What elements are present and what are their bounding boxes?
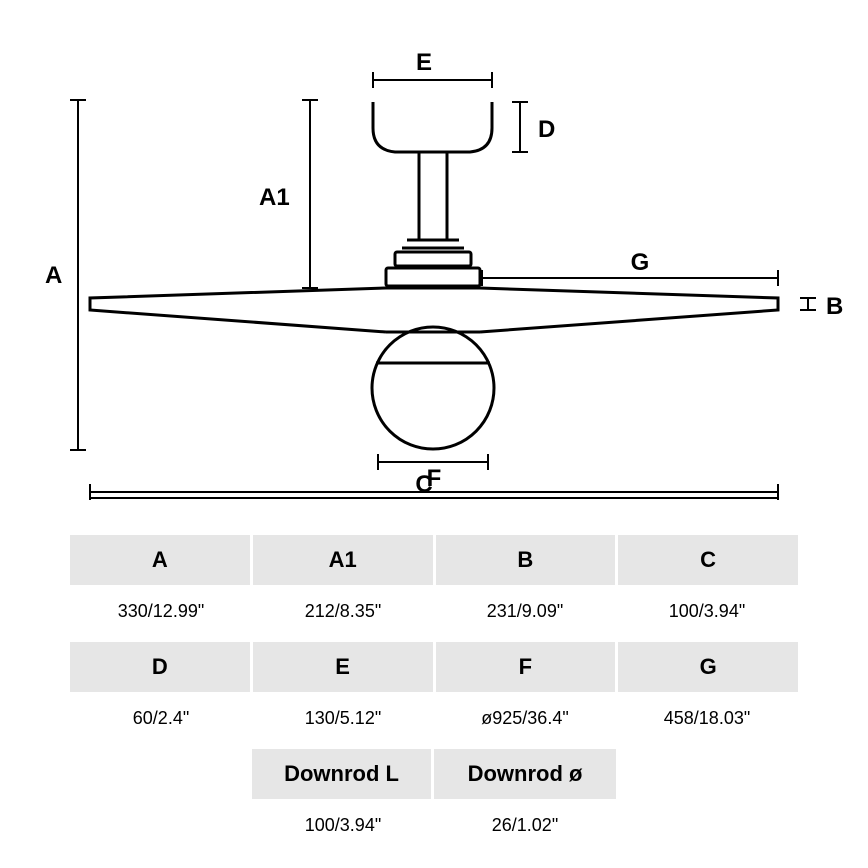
spec-value: 26/1.02": [434, 799, 616, 856]
table-row: D E F G: [70, 642, 798, 692]
spec-value: ø925/36.4": [434, 692, 616, 749]
spec-header: Downrod ø: [434, 749, 616, 799]
table-row: 60/2.4" 130/5.12" ø925/36.4" 458/18.03": [70, 692, 798, 749]
dim-label-g: G: [631, 249, 650, 276]
table-row: A A1 B C: [70, 535, 798, 585]
spec-header: B: [436, 535, 619, 585]
dim-label-f: F: [427, 465, 442, 492]
table-row: 100/3.94" 26/1.02": [70, 799, 798, 856]
spec-value: 60/2.4": [70, 692, 252, 749]
spec-header: G: [618, 642, 798, 692]
spec-value: 212/8.35": [252, 585, 434, 642]
spec-value: 100/3.94": [616, 585, 798, 642]
dim-label-a: A: [45, 262, 62, 289]
spec-value: 231/9.09": [434, 585, 616, 642]
spec-value: 100/3.94": [252, 799, 434, 856]
spec-header: E: [253, 642, 436, 692]
spec-header: A1: [253, 535, 436, 585]
spec-header: D: [70, 642, 253, 692]
table-row: 330/12.99" 212/8.35" 231/9.09" 100/3.94": [70, 585, 798, 642]
dim-label-d: D: [538, 116, 555, 143]
spec-value: 330/12.99": [70, 585, 252, 642]
dim-label-e: E: [416, 49, 432, 76]
spec-header: Downrod L: [252, 749, 434, 799]
spec-value: 130/5.12": [252, 692, 434, 749]
spec-header: C: [618, 535, 798, 585]
table-row: Downrod L Downrod ø: [70, 749, 798, 799]
spec-header: A: [70, 535, 253, 585]
spec-value: 458/18.03": [616, 692, 798, 749]
dimension-spec-table: A A1 B C 330/12.99" 212/8.35" 231/9.09" …: [70, 535, 798, 856]
dim-label-a1: A1: [259, 184, 290, 211]
dim-label-b: B: [826, 293, 843, 320]
ceiling-fan-dimension-diagram: A A1 B C D E F F G: [0, 0, 868, 500]
spec-header: F: [436, 642, 619, 692]
